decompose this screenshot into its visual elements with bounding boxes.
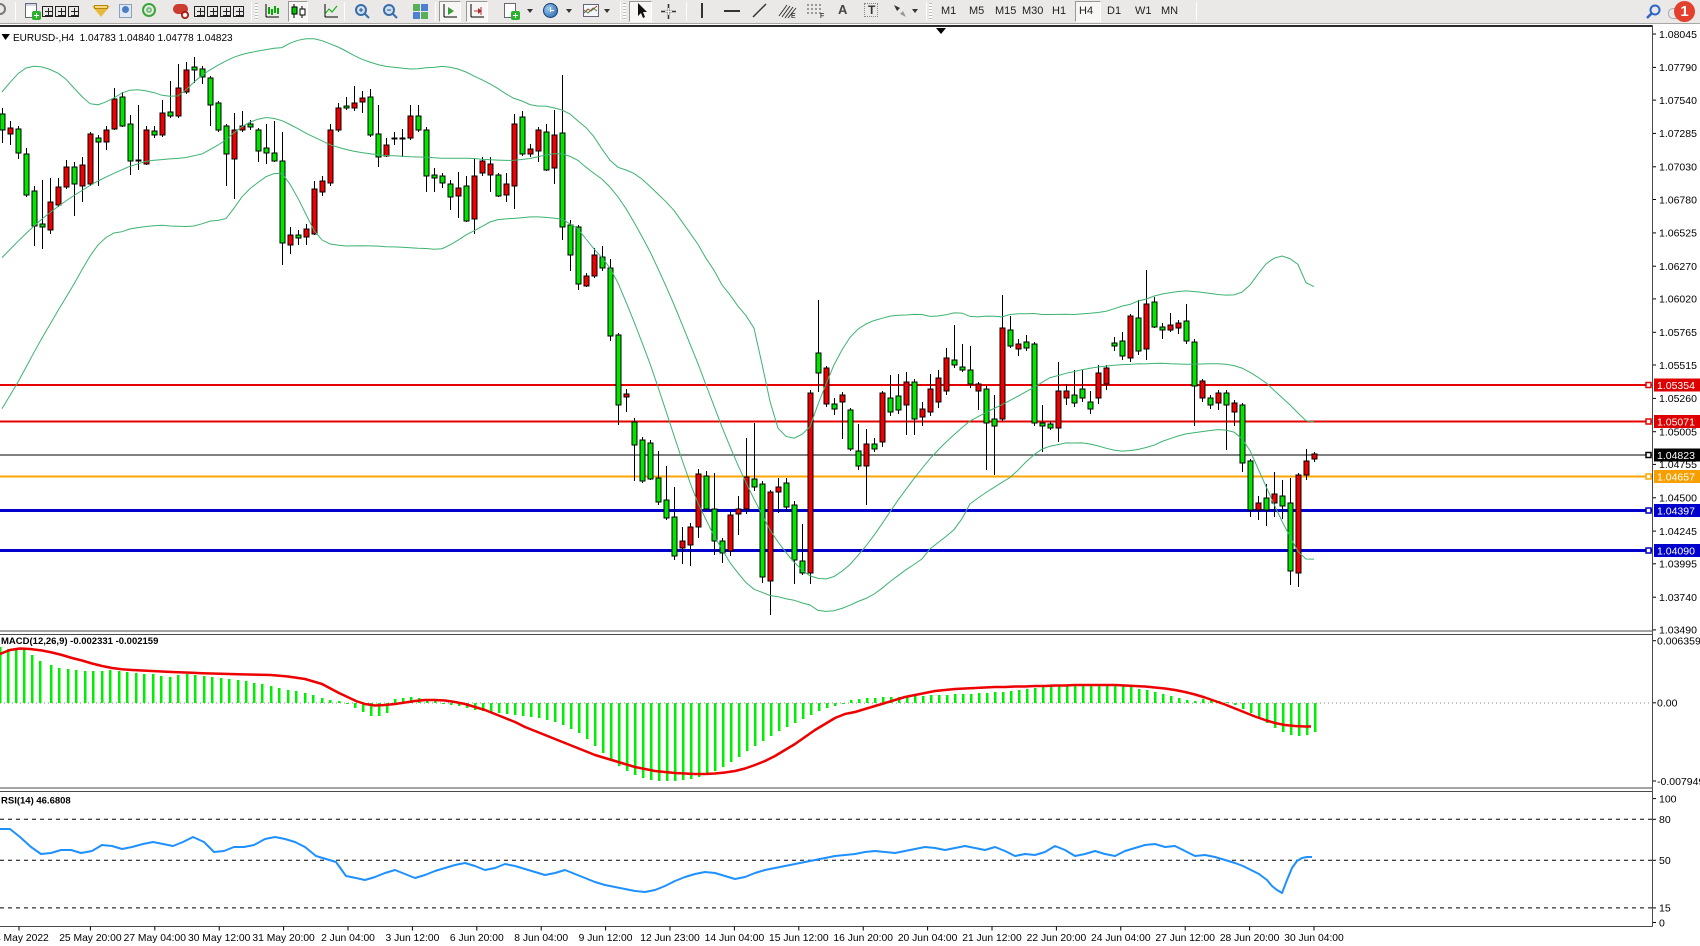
svg-text:1.07030: 1.07030 [1659, 162, 1697, 174]
svg-text:1.05071: 1.05071 [1657, 417, 1695, 429]
svg-text:1.06525: 1.06525 [1659, 228, 1697, 240]
svg-text:80: 80 [1659, 814, 1671, 826]
svg-text:1.07540: 1.07540 [1659, 95, 1697, 107]
svg-text:1.06780: 1.06780 [1659, 194, 1697, 206]
svg-text:1.04823: 1.04823 [1657, 450, 1695, 462]
svg-text:1.05765: 1.05765 [1659, 327, 1697, 339]
svg-text:0: 0 [1659, 917, 1665, 929]
svg-text:50: 50 [1659, 855, 1671, 867]
svg-text:12 Jun 23:00: 12 Jun 23:00 [640, 933, 700, 944]
svg-text:F: F [820, 13, 824, 19]
svg-text:16 Jun 20:00: 16 Jun 20:00 [833, 933, 893, 944]
svg-text:14 Jun 04:00: 14 Jun 04:00 [705, 933, 765, 944]
svg-text:0.00: 0.00 [1657, 698, 1678, 710]
svg-text:1.05005: 1.05005 [1659, 427, 1697, 439]
svg-text:1.04500: 1.04500 [1659, 493, 1697, 505]
svg-text:0.006359: 0.006359 [1657, 636, 1700, 648]
svg-text:1.03995: 1.03995 [1659, 559, 1697, 571]
svg-text:30 Jun 04:00: 30 Jun 04:00 [1284, 933, 1344, 944]
svg-text:1.05515: 1.05515 [1659, 360, 1697, 372]
svg-text:1.06270: 1.06270 [1659, 261, 1697, 273]
svg-text:MACD(12,26,9) -0.002331 -0.002: MACD(12,26,9) -0.002331 -0.002159 [1, 636, 158, 647]
svg-text:1.04755: 1.04755 [1659, 459, 1697, 471]
svg-text:30 May 12:00: 30 May 12:00 [188, 933, 251, 944]
svg-text:E: E [791, 13, 796, 19]
svg-text:1.04657: 1.04657 [1657, 472, 1695, 484]
svg-text:3 Jun 12:00: 3 Jun 12:00 [385, 933, 439, 944]
svg-text:20 Jun 04:00: 20 Jun 04:00 [898, 933, 958, 944]
svg-text:EURUSD-,H4 1.04783 1.04840 1.: EURUSD-,H4 1.04783 1.04840 1.04778 1.048… [13, 33, 233, 44]
svg-text:22 Jun 20:00: 22 Jun 20:00 [1027, 933, 1087, 944]
svg-text:-0.007949: -0.007949 [1657, 776, 1700, 788]
svg-text:1.07285: 1.07285 [1659, 128, 1697, 140]
svg-text:1.06020: 1.06020 [1659, 294, 1697, 306]
svg-text:27 May 04:00: 27 May 04:00 [124, 933, 187, 944]
svg-text:1.08045: 1.08045 [1659, 29, 1697, 41]
svg-text:1.04090: 1.04090 [1657, 546, 1695, 558]
svg-text:15: 15 [1659, 903, 1671, 915]
svg-text:1.04397: 1.04397 [1657, 506, 1695, 518]
svg-text:2 Jun 04:00: 2 Jun 04:00 [321, 933, 375, 944]
svg-text:RSI(14) 46.6808: RSI(14) 46.6808 [1, 796, 71, 807]
svg-text:27 Jun 12:00: 27 Jun 12:00 [1155, 933, 1215, 944]
svg-text:31 May 20:00: 31 May 20:00 [252, 933, 315, 944]
svg-text:1.05354: 1.05354 [1657, 380, 1695, 392]
svg-text:1.07790: 1.07790 [1659, 62, 1697, 74]
svg-text:1.03490: 1.03490 [1659, 625, 1697, 637]
svg-text:15 Jun 12:00: 15 Jun 12:00 [769, 933, 829, 944]
svg-text:21 Jun 12:00: 21 Jun 12:00 [962, 933, 1022, 944]
svg-text:6 Jun 20:00: 6 Jun 20:00 [450, 933, 504, 944]
svg-text:25 May 20:00: 25 May 20:00 [59, 933, 122, 944]
svg-text:8 Jun 04:00: 8 Jun 04:00 [514, 933, 568, 944]
svg-text:1.04245: 1.04245 [1659, 526, 1697, 538]
svg-text:1.05260: 1.05260 [1659, 393, 1697, 405]
svg-text:24 May 2022: 24 May 2022 [0, 933, 49, 944]
svg-text:1.03740: 1.03740 [1659, 592, 1697, 604]
svg-text:100: 100 [1659, 793, 1677, 805]
svg-text:9 Jun 12:00: 9 Jun 12:00 [579, 933, 633, 944]
svg-text:24 Jun 04:00: 24 Jun 04:00 [1091, 933, 1151, 944]
svg-text:28 Jun 20:00: 28 Jun 20:00 [1220, 933, 1280, 944]
